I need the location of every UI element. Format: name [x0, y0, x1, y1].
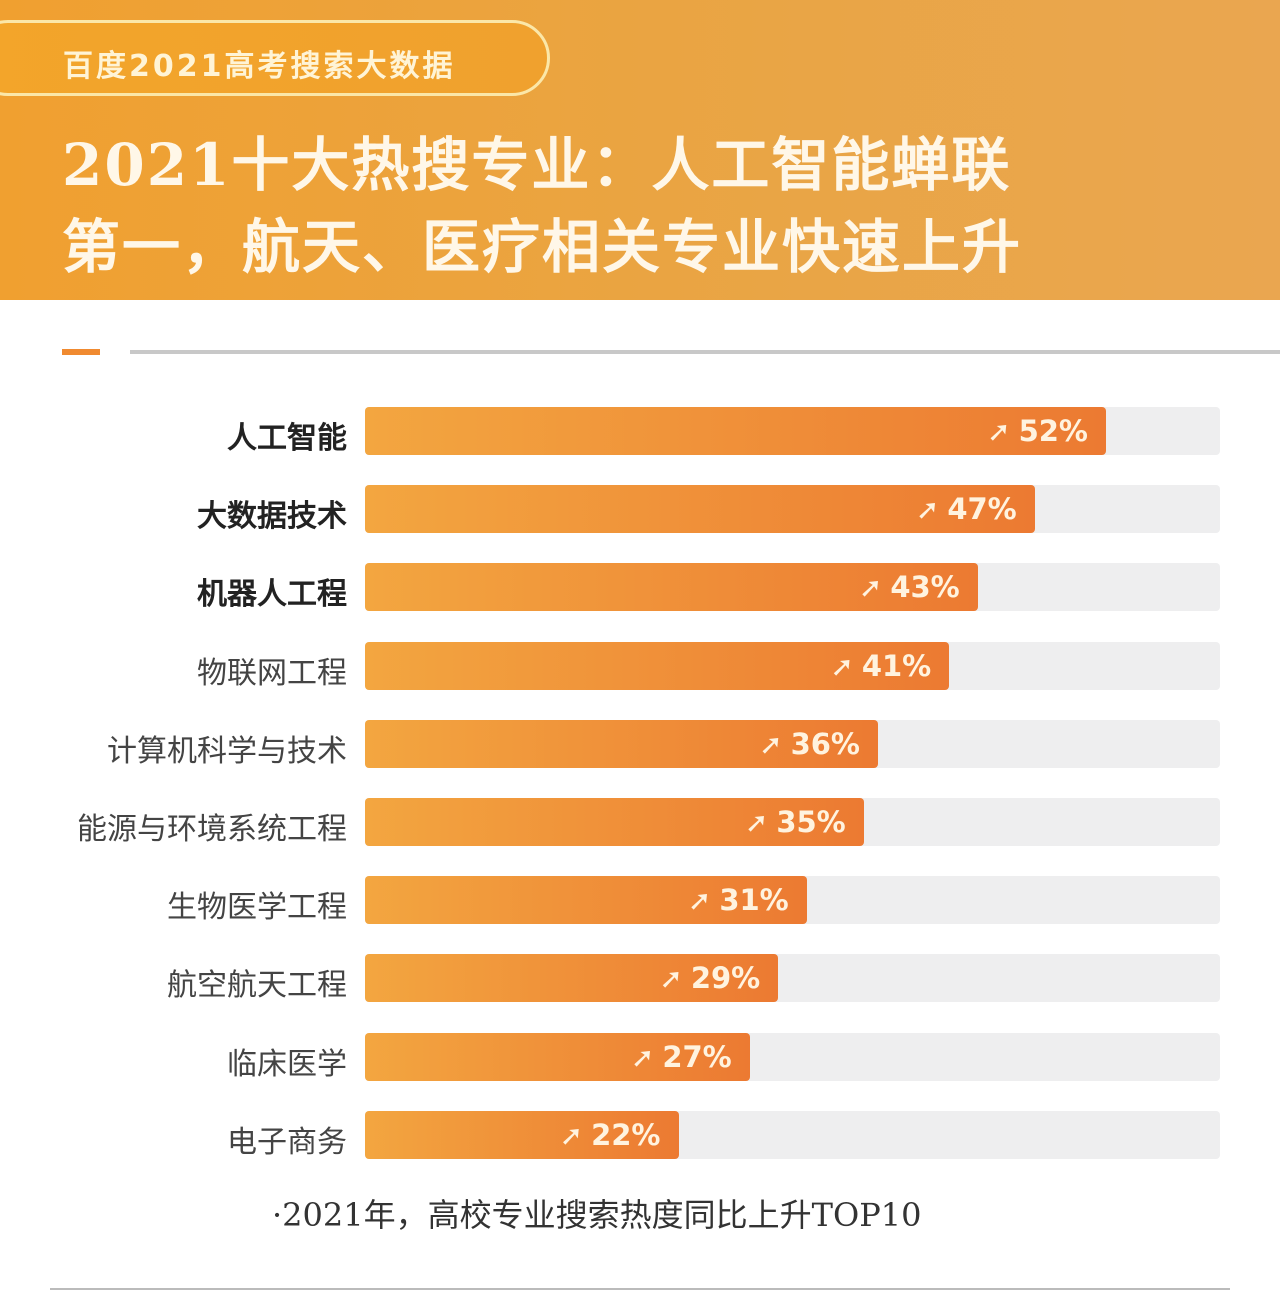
category-label: 能源与环境系统工程	[77, 812, 347, 847]
value-label: ➚ 43%	[718, 563, 960, 611]
value-text: 52%	[1018, 414, 1088, 448]
value-text: 29%	[690, 961, 761, 996]
bar	[365, 798, 864, 846]
value-label: ➚ 36%	[618, 720, 860, 768]
value-text: 27%	[662, 1039, 732, 1074]
value-label: ➚ 52%	[846, 407, 1088, 455]
bar	[365, 954, 779, 1003]
value-label: ➚ 35%	[604, 798, 846, 846]
value-label: ➚ 27%	[490, 1033, 732, 1081]
trend-up-arrow-icon: ➚	[687, 884, 712, 918]
value-text: 47%	[947, 492, 1017, 527]
bar	[365, 876, 807, 925]
header-banner: 百度2021高考搜索大数据 2021十大热搜专业：人工智能蝉联 第一，航天、医疗…	[0, 0, 1280, 300]
trend-up-arrow-icon: ➚	[858, 571, 883, 605]
category-label: 人工智能	[227, 421, 347, 456]
value-text: 43%	[890, 570, 960, 605]
chart-footnote: ·2021年，高校专业搜索热度同比上升TOP10	[272, 1196, 922, 1234]
category-label: 机器人工程	[197, 577, 347, 613]
source-badge-text: 百度2021高考搜索大数据	[63, 49, 456, 84]
trend-up-arrow-icon: ➚	[915, 493, 940, 527]
trend-up-arrow-icon: ➚	[630, 1040, 655, 1074]
trend-up-arrow-icon: ➚	[659, 962, 683, 996]
value-text: 31%	[719, 883, 789, 918]
trend-up-arrow-icon: ➚	[759, 727, 783, 761]
category-label: 计算机科学与技术	[107, 733, 347, 769]
page-title-line1: 2021十大热搜专业：人工智能蝉联	[62, 131, 1012, 199]
category-label: 大数据技术	[197, 499, 347, 535]
value-label: ➚ 22%	[419, 1111, 661, 1159]
bottom-divider	[50, 1288, 1230, 1290]
category-label: 电子商务	[227, 1124, 347, 1160]
bar	[365, 485, 1035, 534]
value-text: 35%	[776, 805, 846, 839]
trend-up-arrow-icon: ➚	[830, 649, 854, 683]
accent-dash	[62, 349, 100, 355]
value-text: 36%	[790, 726, 860, 761]
value-label: ➚ 47%	[775, 485, 1017, 533]
bar	[365, 563, 978, 612]
trend-up-arrow-icon: ➚	[559, 1118, 584, 1152]
page-title-line2: 第一，航天、医疗相关专业快速上升	[62, 213, 1023, 281]
trend-up-arrow-icon: ➚	[987, 415, 1011, 448]
category-label: 生物医学工程	[167, 890, 347, 926]
source-badge: 百度2021高考搜索大数据	[0, 20, 550, 96]
trend-up-arrow-icon: ➚	[744, 806, 769, 839]
bar	[365, 1110, 679, 1159]
bar	[365, 641, 950, 690]
value-label: ➚ 31%	[547, 876, 789, 924]
category-label: 航空航天工程	[167, 968, 347, 1004]
value-label: ➚ 29%	[518, 954, 760, 1002]
value-text: 22%	[591, 1117, 661, 1152]
bar	[365, 1032, 750, 1081]
divider	[130, 350, 1280, 354]
bar	[365, 719, 878, 768]
category-label: 临床医学	[227, 1046, 347, 1082]
bar	[365, 407, 1106, 455]
value-label: ➚ 41%	[689, 642, 931, 690]
value-text: 41%	[861, 648, 932, 683]
category-label: 物联网工程	[197, 655, 347, 691]
